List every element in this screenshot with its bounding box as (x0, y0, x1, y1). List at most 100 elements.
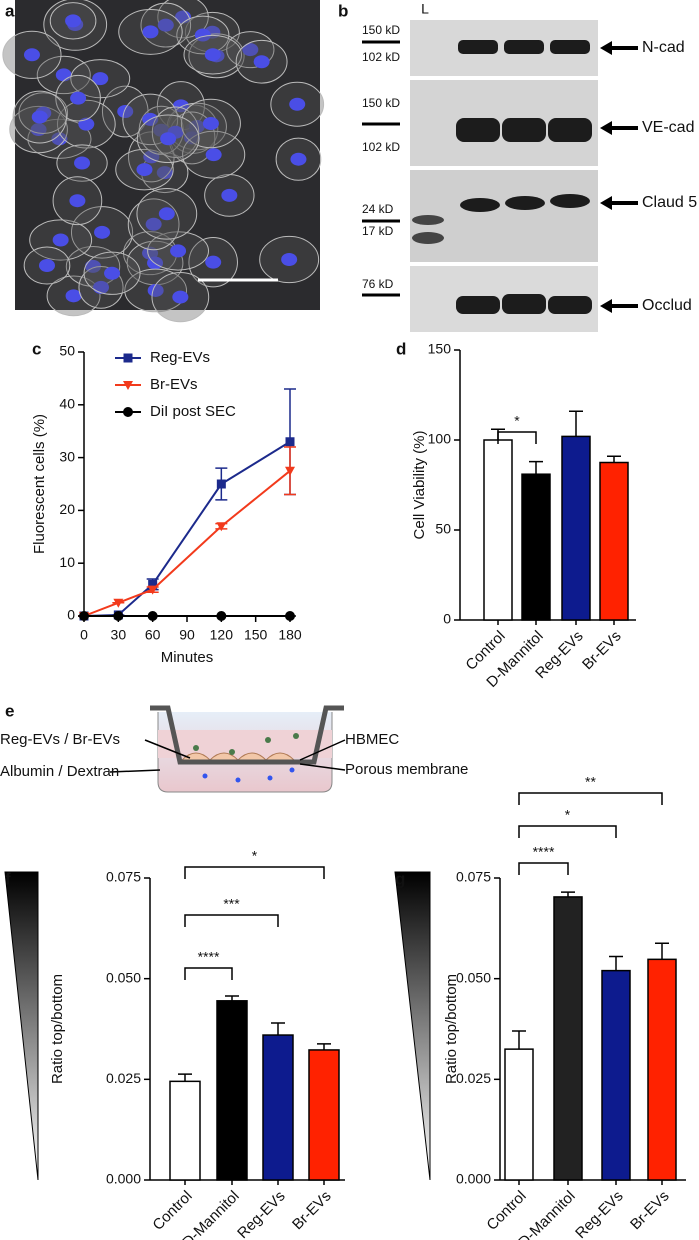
kd-label: 17 kD (362, 224, 394, 238)
kd-label: 102 kD (362, 140, 400, 154)
y-tick-label: 30 (59, 448, 75, 464)
nucleus (65, 14, 82, 28)
nucleus (281, 253, 298, 267)
diagram-label: HBMEC (345, 731, 399, 748)
significance-bracket (518, 862, 569, 875)
significance-label: * (514, 413, 520, 429)
nucleus (65, 289, 82, 303)
nucleus (142, 25, 159, 39)
error-bar (317, 1043, 331, 1050)
band (550, 194, 590, 208)
bands (412, 40, 592, 314)
marker (285, 611, 295, 621)
evs (193, 733, 299, 755)
marker (113, 598, 124, 608)
marker (216, 479, 226, 489)
kd-label: 150 kD (362, 23, 400, 37)
x-tick-label: Reg-EVs (572, 1188, 626, 1240)
panel-label: f (5, 869, 11, 888)
band (502, 294, 546, 314)
nucleus (202, 117, 219, 131)
marker (148, 579, 158, 589)
nucleus (70, 91, 87, 105)
y-tick-label: 0 (443, 611, 451, 627)
ev (265, 737, 271, 743)
error-bar (569, 410, 583, 437)
band (550, 40, 590, 54)
arrows (600, 41, 638, 313)
band (505, 196, 545, 210)
y-axis-label: Ratio top/bottom (49, 974, 66, 1084)
diagram-label: Porous membrane (345, 761, 468, 778)
nucleus (253, 55, 270, 69)
kd-label: 76 kD (362, 277, 394, 291)
legend-marker (123, 353, 133, 363)
error-bar (529, 460, 543, 475)
bar (216, 1000, 248, 1181)
error-bar (512, 1030, 526, 1050)
nucleus (104, 266, 121, 280)
tracer-dot (202, 773, 208, 779)
band (548, 118, 592, 142)
band (502, 118, 546, 142)
panel-label: g (395, 869, 405, 888)
significance-bracket (497, 431, 537, 444)
kd-label: 102 kD (362, 50, 400, 64)
gradient-wedge (394, 871, 431, 1181)
significance-label: * (252, 848, 258, 864)
band (460, 198, 500, 212)
nucleus (145, 217, 162, 231)
ev (193, 745, 199, 751)
bar (483, 439, 513, 621)
y-tick-label: 0.075 (456, 869, 491, 885)
arrow (600, 196, 638, 210)
marker (216, 522, 227, 532)
y-tick-label: 0.075 (106, 869, 141, 885)
significance-bracket (518, 792, 663, 805)
protein-label: N-cad (642, 39, 685, 56)
x-tick-label: Br-EVs (627, 1188, 673, 1234)
x-tick-label: 120 (210, 627, 234, 643)
error-bar (271, 1022, 285, 1036)
upper-medium (158, 730, 332, 758)
band (458, 40, 498, 54)
panel-label: d (396, 339, 406, 358)
nucleus (30, 123, 47, 137)
x-tick-label: 180 (278, 627, 302, 643)
nucleus (172, 290, 189, 304)
marker-lines (362, 40, 400, 297)
bar (504, 1048, 534, 1181)
western-blot: L 150 kD 102 kD 150 kD 102 kD 24 kD 17 k… (362, 1, 697, 332)
significance-label: ** (585, 774, 596, 790)
nucleus (69, 194, 86, 208)
marker (147, 585, 158, 595)
y-tick-label: 20 (59, 501, 75, 517)
marker (113, 611, 124, 621)
x-tick-label: Control (149, 1188, 195, 1234)
nucleus (92, 72, 109, 86)
arrow (600, 299, 638, 313)
y-tick-label: 100 (428, 431, 452, 447)
nucleus (242, 43, 259, 57)
error-bar (561, 891, 575, 897)
nucleus (290, 152, 307, 166)
nucleus (204, 48, 221, 62)
protein-label: Claud 5 (642, 194, 697, 211)
arrow (600, 121, 638, 135)
insert (150, 705, 344, 765)
nucleus (205, 255, 222, 269)
tracer-dot (235, 777, 241, 783)
diagram-label: Reg-EVs / Br-EVs (0, 731, 120, 748)
marker (216, 611, 227, 621)
bar (601, 969, 631, 1181)
nucleus (23, 48, 40, 62)
kd-label: 150 kD (362, 96, 400, 110)
nucleus (160, 132, 177, 146)
nucleus (205, 148, 222, 162)
x-tick-label: 30 (111, 627, 127, 643)
y-tick-label: 50 (59, 343, 75, 359)
error-bar (609, 955, 623, 971)
y-axis-label: Fluorescent cells (%) (31, 414, 48, 554)
error-bar (607, 455, 621, 463)
